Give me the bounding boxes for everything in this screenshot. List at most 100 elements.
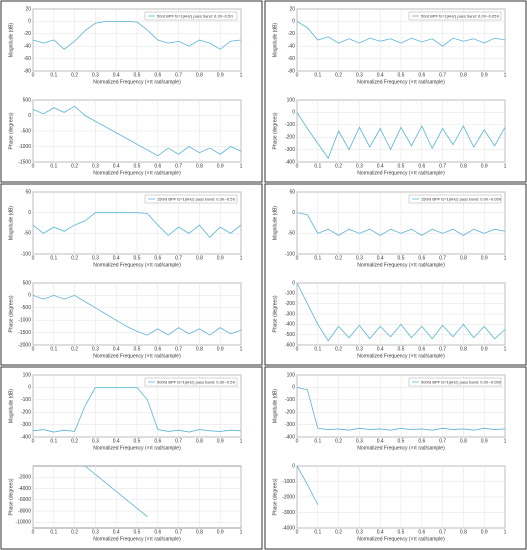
x-tick-label: 0.6 [154, 255, 161, 261]
x-tick-label: 0.7 [175, 72, 182, 78]
x-tick-label: 1 [504, 346, 507, 352]
y-tick-label: -100 [285, 122, 295, 128]
y-tick-label: 500 [23, 280, 32, 286]
y-tick-label: -2000 [18, 475, 31, 481]
x-tick-label: 0.6 [154, 529, 161, 535]
y-tick-label: 0 [292, 210, 295, 216]
x-tick-label: 0.1 [50, 72, 57, 78]
y-tick-label: -100 [285, 251, 295, 257]
legend-box [144, 194, 238, 204]
x-tick-label: 0.5 [134, 72, 141, 78]
x-tick-label: 0.2 [335, 255, 342, 261]
y-tick-label: -500 [21, 128, 31, 134]
x-tick-label: 0.3 [92, 438, 99, 444]
y-tick-label: -300 [285, 147, 295, 153]
y-tick-label: 50 [289, 189, 295, 195]
y-axis-label: Magnitude (dB) [8, 23, 14, 58]
y-tick-label: -10000 [15, 520, 31, 526]
legend-label: 150rd BPF fs=1(kHz) pass band: 0.3π~0.5π [157, 196, 235, 201]
x-tick-label: 0.8 [460, 529, 467, 535]
x-tick-label: 0.2 [71, 438, 78, 444]
x-tick-label: 0 [32, 529, 35, 535]
line-series [296, 282, 506, 342]
x-tick-label: 0.7 [439, 346, 446, 352]
y-tick-label: -2000 [282, 494, 295, 500]
x-tick-label: 0.4 [377, 346, 384, 352]
y-tick-label: -2000 [18, 342, 31, 348]
x-tick-label: 0.3 [356, 529, 363, 535]
x-tick-label: 0.1 [314, 438, 321, 444]
x-tick-label: 0.5 [398, 72, 405, 78]
x-tick-label: 0.1 [50, 529, 57, 535]
y-axis-label: Magnitude (dB) [8, 389, 14, 424]
y-tick-label: -600 [285, 342, 295, 348]
y-tick-label: 20 [289, 6, 295, 12]
x-tick-label: 0.9 [217, 255, 224, 261]
y-tick-label: -80 [24, 68, 31, 74]
x-tick-label: 0.1 [50, 255, 57, 261]
legend-label: 150rd BPF fs=1(kHz) pass band: 0.0π~0.05… [421, 196, 502, 201]
y-tick-label: -200 [21, 410, 31, 416]
y-tick-label: 0 [28, 19, 31, 25]
x-tick-label: 0.5 [398, 346, 405, 352]
x-tick-label: 0.9 [481, 346, 488, 352]
x-tick-label: 0.2 [335, 529, 342, 535]
x-tick-label: 0.8 [196, 72, 203, 78]
y-tick-label: -1500 [18, 159, 31, 165]
line-series [296, 387, 506, 431]
x-tick-label: 0.1 [314, 72, 321, 78]
y-tick-label: -400 [21, 434, 31, 440]
x-tick-label: 0.7 [175, 255, 182, 261]
y-tick-label: -400 [285, 322, 295, 328]
line-series [296, 112, 506, 160]
x-tick-label: 0.7 [439, 529, 446, 535]
y-axis-label: Phase (degrees) [272, 295, 278, 332]
x-tick-label: 0.1 [314, 346, 321, 352]
legend-label: 500rd BPF fs=1(kHz) pass band: 0.0π~0.05… [421, 379, 502, 384]
y-tick-label: -200 [285, 410, 295, 416]
x-tick-label: 0.4 [113, 438, 120, 444]
y-tick-label: -200 [285, 135, 295, 141]
line-series [296, 465, 319, 505]
x-tick-label: 0.7 [439, 72, 446, 78]
x-axis-label: Normalized Frequency (×π rad/sample) [357, 445, 445, 451]
legend-box [144, 377, 238, 387]
x-tick-label: 0.5 [398, 255, 405, 261]
x-tick-label: 0.1 [314, 255, 321, 261]
y-tick-label: -1000 [282, 479, 295, 485]
y-tick-label: -50 [24, 231, 31, 237]
y-tick-label: 20 [25, 6, 31, 12]
x-tick-label: 0.9 [481, 255, 488, 261]
x-tick-label: 0.4 [113, 72, 120, 78]
x-tick-label: 0.6 [418, 72, 425, 78]
x-tick-label: 0.2 [335, 346, 342, 352]
x-axis-label: Normalized Frequency (×π rad/sample) [93, 445, 181, 451]
x-tick-label: 0.8 [196, 438, 203, 444]
y-axis-label: Phase (degrees) [8, 295, 14, 332]
x-tick-label: 0.6 [154, 163, 161, 169]
x-tick-label: 0.3 [92, 72, 99, 78]
y-tick-label: -80 [288, 68, 295, 74]
legend-box [408, 11, 502, 21]
x-tick-label: 1 [240, 163, 243, 169]
x-tick-label: 0 [32, 346, 35, 352]
x-tick-label: 0.9 [217, 346, 224, 352]
y-tick-label: -100 [285, 291, 295, 297]
x-tick-label: 1 [504, 438, 507, 444]
x-tick-label: 0.5 [134, 438, 141, 444]
y-tick-label: -50 [288, 231, 295, 237]
x-tick-label: 1 [240, 529, 243, 535]
x-tick-label: 0.4 [113, 163, 120, 169]
y-tick-label: -60 [24, 56, 31, 62]
y-tick-label: -500 [21, 305, 31, 311]
y-tick-label: -500 [285, 332, 295, 338]
legend-label: 50rd BPF fs=1(kHz) pass band: 0.3π~0.5π [157, 13, 233, 18]
line-series [32, 294, 242, 336]
y-tick-label: -1000 [18, 144, 31, 150]
x-tick-label: 0.7 [439, 255, 446, 261]
x-tick-label: 1 [504, 255, 507, 261]
x-tick-label: 0.7 [175, 529, 182, 535]
x-tick-label: 0.7 [439, 163, 446, 169]
x-tick-label: 0.8 [460, 346, 467, 352]
line-series [84, 465, 148, 518]
